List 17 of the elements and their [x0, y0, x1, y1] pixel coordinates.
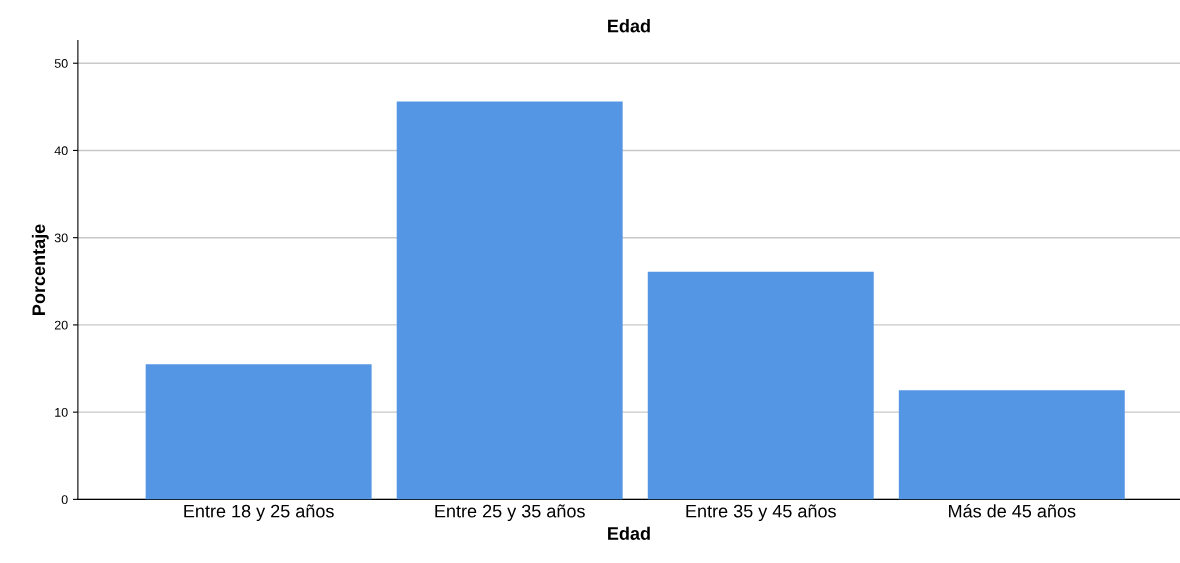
- x-tick-label: Entre 18 y 25 años: [184, 504, 334, 522]
- y-tick-label: 50: [54, 59, 68, 68]
- x-tick-label: Entre 25 y 35 años: [435, 504, 585, 522]
- y-tick-label: 40: [54, 146, 68, 156]
- bar: [647, 271, 874, 500]
- bar: [145, 364, 372, 500]
- x-axis-title: Edad: [608, 526, 650, 540]
- y-tick-label: 30: [54, 233, 68, 243]
- y-axis-title: Porcentaje: [31, 224, 49, 315]
- y-tick-label: 10: [55, 407, 68, 417]
- bar: [898, 390, 1125, 500]
- bar: [396, 101, 623, 500]
- x-tick-label: Entre 35 y 45 años: [686, 504, 836, 522]
- y-tick-label: 0: [61, 495, 68, 505]
- x-tick-label: Más de 45 años: [949, 504, 1076, 518]
- y-tick-label: 20: [54, 320, 68, 330]
- chart-title: Edad: [608, 19, 650, 33]
